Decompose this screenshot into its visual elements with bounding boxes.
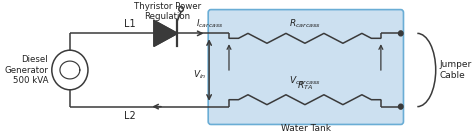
Text: Jumper
Cable: Jumper Cable [439,60,472,80]
Circle shape [399,104,403,109]
Polygon shape [154,20,177,46]
Text: Thyristor Power
Regulation: Thyristor Power Regulation [134,2,201,21]
Circle shape [399,31,403,36]
Text: $R_{carcass}$: $R_{carcass}$ [289,18,321,30]
Text: $I_{carcass}$: $I_{carcass}$ [196,18,223,30]
Text: $R_{TA}$: $R_{TA}$ [297,79,313,92]
Text: L1: L1 [124,19,136,29]
Text: Water Tank: Water Tank [281,124,331,133]
Text: Diesel
Generator
500 kVA: Diesel Generator 500 kVA [4,55,48,85]
Text: L2: L2 [124,111,136,121]
Text: $V_{carcass}$: $V_{carcass}$ [289,75,321,88]
Text: $V_{in}$: $V_{in}$ [193,69,206,81]
FancyBboxPatch shape [208,10,403,124]
